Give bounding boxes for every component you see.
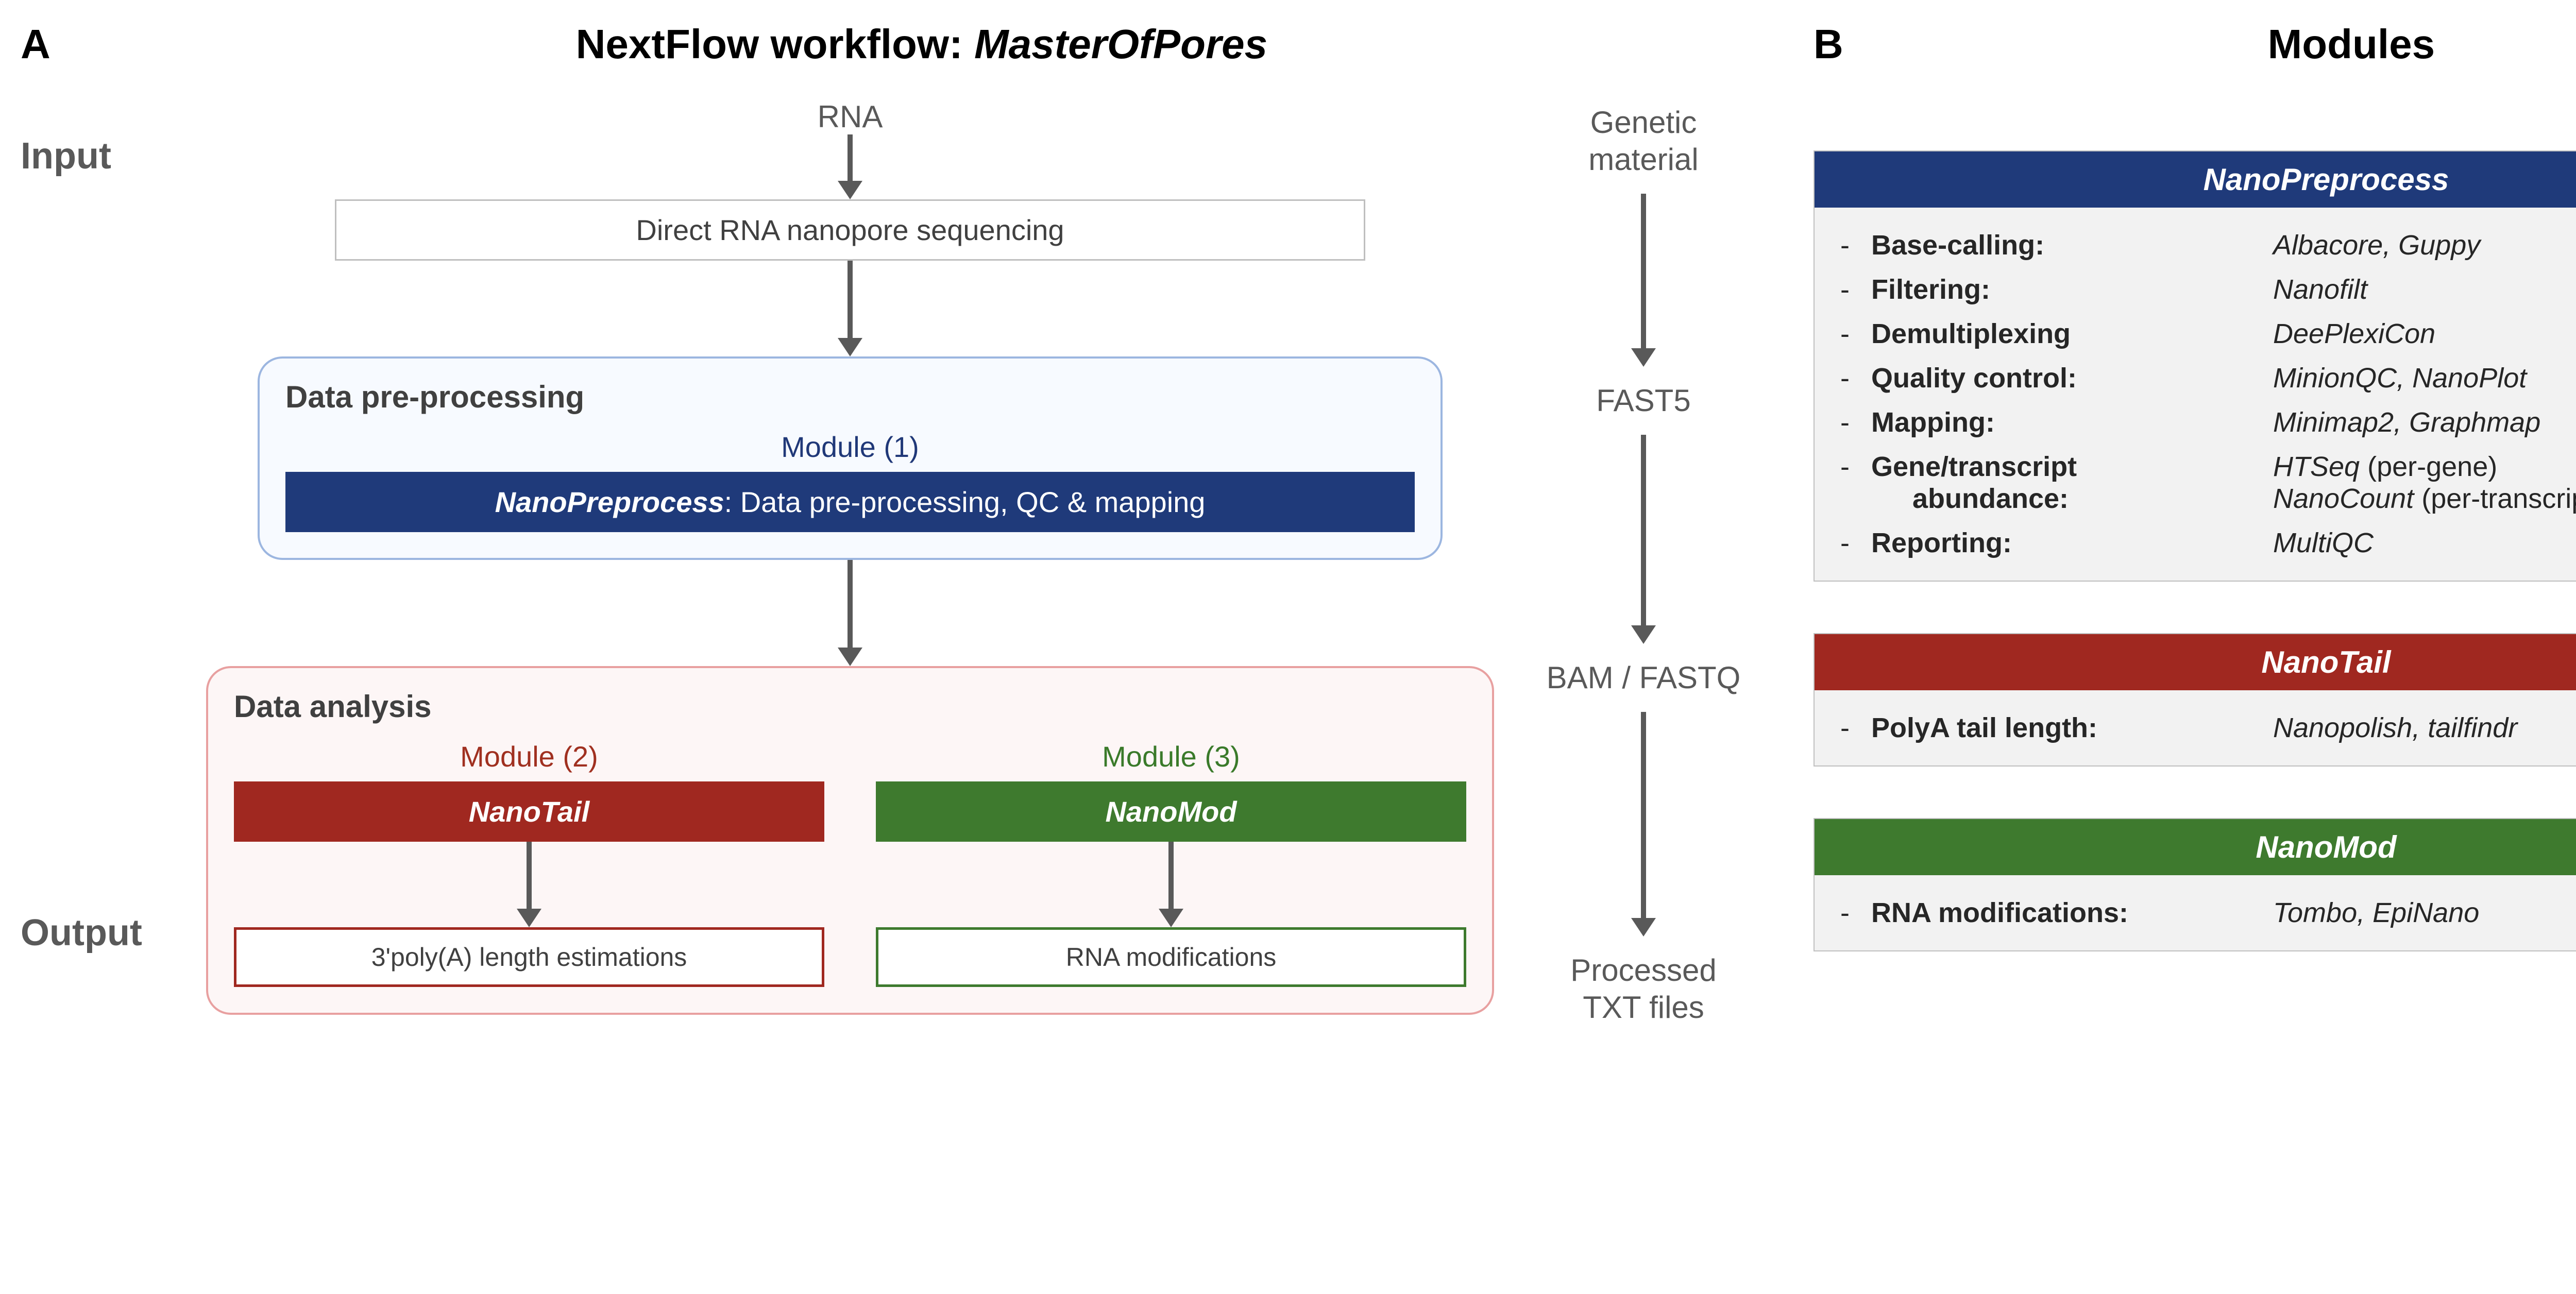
module-table-header: NanoMod <box>1815 819 2576 875</box>
module-table: NanoPreprocess-Base-calling:Albacore, Gu… <box>1814 150 2576 582</box>
module-table-row: -PolyA tail length:Nanopolish, tailfindr <box>1840 706 2576 750</box>
output-label: Output <box>21 912 185 954</box>
module-table-body: -PolyA tail length:Nanopolish, tailfindr <box>1815 690 2576 765</box>
nanotail-bar: NanoTail <box>234 781 824 842</box>
module-table-row: -Base-calling:Albacore, Guppy <box>1840 223 2576 267</box>
module-table-row: -Filtering:Nanofilt <box>1840 267 2576 312</box>
module-table-body: -Base-calling:Albacore, Guppy-Filtering:… <box>1815 208 2576 581</box>
figure-container: A NextFlow workflow: MasterOfPores Input… <box>21 21 2576 1026</box>
panel-a-title: NextFlow workflow: MasterOfPores <box>71 21 1772 68</box>
module-table: NanoTail -PolyA tail length:Nanopolish, t… <box>1814 633 2576 767</box>
module-table-row: -RNA modifications:Tombo, EpiNano <box>1840 891 2576 935</box>
panel-a: A NextFlow workflow: MasterOfPores Input… <box>21 21 1772 1026</box>
arrow-icon <box>838 134 862 199</box>
module-table-row: -Mapping:Minimap2, Graphmap <box>1840 400 2576 445</box>
arrow-icon <box>1631 712 1656 937</box>
preprocessing-group: Data pre-processing Module (1) NanoPrepr… <box>258 356 1443 560</box>
arrow-icon <box>1631 194 1656 367</box>
arrow-icon <box>838 560 862 666</box>
stage-bam: BAM / FASTQ <box>1547 659 1741 696</box>
module-table: NanoMod -RNA modifications:Tombo, EpiNano <box>1814 818 2576 951</box>
module-table-row: -DemultiplexingDeePlexiCon <box>1840 312 2576 356</box>
analysis-group: Data analysis Module (2) NanoTail 3'poly… <box>206 666 1494 1015</box>
nanopreprocess-bar: NanoPreprocess: Data pre-processing, QC … <box>285 472 1415 532</box>
stage-fast5: FAST5 <box>1596 382 1690 419</box>
arrow-icon <box>517 842 541 927</box>
workflow-column: RNA Direct RNA nanopore sequencing Data … <box>185 99 1515 1026</box>
analysis-title: Data analysis <box>234 689 1466 724</box>
sequencing-box: Direct RNA nanopore sequencing <box>335 199 1365 261</box>
module-table-row: -Gene/transcriptabundance:HTSeq (per-gen… <box>1840 445 2576 521</box>
modules-tables: NanoPreprocess-Base-calling:Albacore, Gu… <box>1814 150 2576 951</box>
nanomod-column: Module (3) NanoMod RNA modifications <box>876 740 1466 987</box>
stage-genetic: Geneticmaterial <box>1588 104 1698 178</box>
arrow-icon <box>838 261 862 356</box>
rna-label: RNA <box>818 99 883 134</box>
panel-b-title: Modules <box>1864 21 2576 68</box>
stage-txt: ProcessedTXT files <box>1570 952 1716 1026</box>
module-table-row: -Quality control:MinionQC, NanoPlot <box>1840 356 2576 400</box>
arrow-icon <box>1159 842 1183 927</box>
nanotail-column: Module (2) NanoTail 3'poly(A) length est… <box>234 740 824 987</box>
module3-label: Module (3) <box>1102 740 1240 773</box>
module1-label: Module (1) <box>285 430 1415 464</box>
stage-column: Geneticmaterial FAST5 BAM / FASTQ Proces… <box>1515 99 1772 1026</box>
panel-a-letter: A <box>21 21 50 68</box>
arrow-icon <box>1631 435 1656 644</box>
side-labels: Input Output <box>21 99 185 1026</box>
module-table-header: NanoPreprocess <box>1815 151 2576 208</box>
module-table-body: -RNA modifications:Tombo, EpiNano <box>1815 875 2576 950</box>
input-label: Input <box>21 135 185 177</box>
panel-b: B Modules NanoPreprocess-Base-calling:Al… <box>1814 21 2576 1026</box>
panel-b-letter: B <box>1814 21 1843 68</box>
module-table-header: NanoTail <box>1815 634 2576 690</box>
module-table-row: -Reporting:MultiQC <box>1840 521 2576 565</box>
module2-label: Module (2) <box>460 740 598 773</box>
preproc-title: Data pre-processing <box>285 379 1415 415</box>
nanomod-bar: NanoMod <box>876 781 1466 842</box>
polya-output-box: 3'poly(A) length estimations <box>234 927 824 987</box>
rnamod-output-box: RNA modifications <box>876 927 1466 987</box>
